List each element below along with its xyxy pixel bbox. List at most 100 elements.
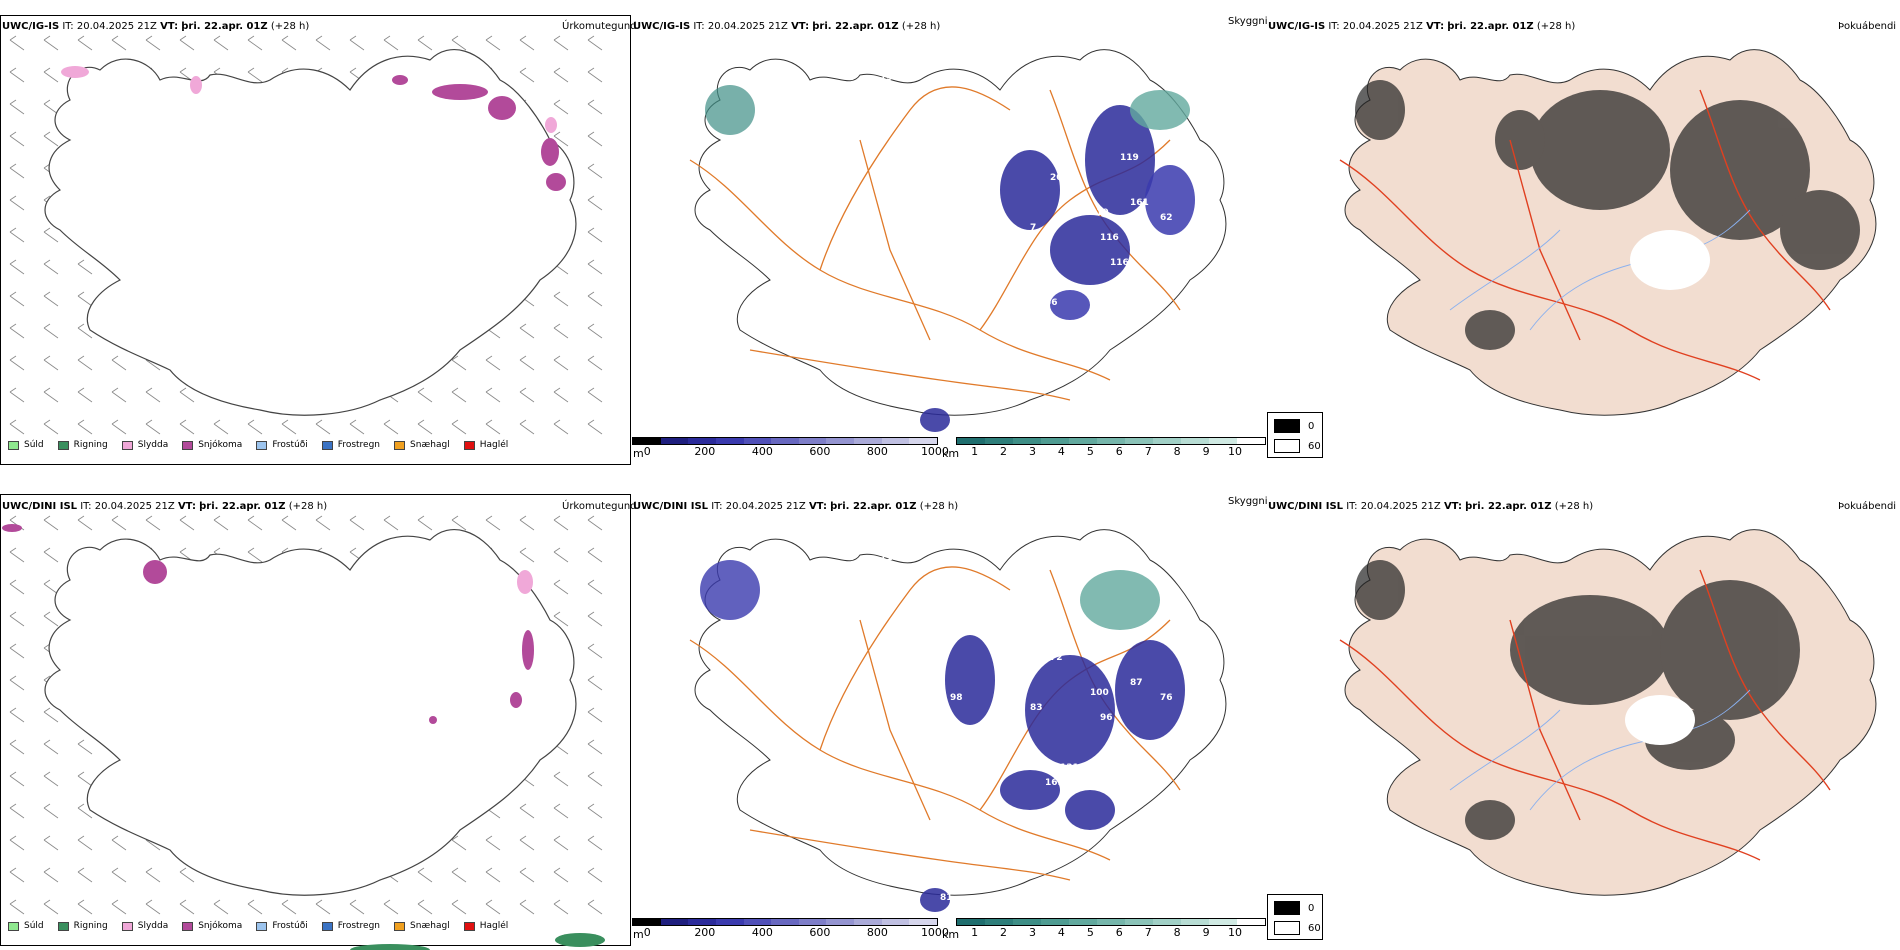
wind-barb [179, 515, 195, 531]
wind-barb [519, 867, 535, 883]
wind-barb [417, 387, 433, 403]
colorbar-tick-label: 1000 [920, 926, 949, 939]
colorbar-tick-label: 800 [866, 926, 888, 939]
wind-barb [587, 259, 603, 275]
fog-map [1339, 529, 1877, 896]
wind-barb [315, 515, 331, 531]
cloud-number-label: 98 [1120, 633, 1133, 643]
colorbar-bin [854, 919, 882, 925]
legend-swatch [321, 921, 333, 931]
legend-label: Slydda [137, 921, 169, 931]
cloud-number-label: 7 [1030, 223, 1036, 233]
wind-barb [519, 803, 535, 819]
precip-panel-frame [0, 15, 631, 465]
fog-legend-item-1: 60 [1274, 921, 1321, 935]
colorbar-tick-label: 2 [1000, 445, 1008, 458]
wind-barb [587, 131, 603, 147]
wind-barb [9, 643, 25, 659]
colorbar-bin [771, 919, 799, 925]
wind-barb [587, 195, 603, 211]
wind-barb [553, 835, 569, 851]
wind-barb [247, 67, 263, 83]
wind-barb [485, 419, 501, 435]
wind-barb [587, 675, 603, 691]
cloud-number-label: 87 [1130, 678, 1143, 688]
fog-map [1339, 49, 1877, 416]
wind-barb [111, 419, 127, 435]
colorbar-bin [1097, 919, 1125, 925]
cloud-number-label: 98 [1000, 633, 1013, 643]
wind-barb [383, 515, 399, 531]
wind-barb [77, 515, 93, 531]
wind-barb [519, 35, 535, 51]
wind-barb [111, 355, 127, 371]
precip-map [9, 35, 603, 435]
cloud-number-label: 56 [1045, 298, 1058, 308]
colorbar-bin [1181, 919, 1209, 925]
cloud-number-label: 116 [1110, 258, 1129, 268]
colorbar-bin [881, 919, 910, 925]
wind-barb [9, 867, 25, 883]
wind-barb [77, 835, 93, 851]
cloud-number-label: 96 [1100, 713, 1113, 723]
wind-barb [43, 707, 59, 723]
wind-barb [587, 643, 603, 659]
wind-barb [349, 515, 365, 531]
wind-barb [485, 867, 501, 883]
colorbar-bin [743, 438, 772, 444]
colorbar-bin [826, 919, 855, 925]
colorbar-bin [909, 919, 938, 925]
wind-barb [281, 515, 297, 531]
wind-barb [587, 803, 603, 819]
legend-swatch [57, 921, 69, 931]
colorbar-tick-label: 1 [971, 926, 979, 939]
wind-barb [587, 419, 603, 435]
cloud-title: Skyggni [1228, 16, 1268, 27]
wind-barb [9, 835, 25, 851]
wind-barb [77, 419, 93, 435]
wind-barb [43, 131, 59, 147]
wind-barb [553, 547, 569, 563]
wind-barb [349, 899, 365, 915]
colorbar-tick-label: 5 [1086, 926, 1094, 939]
legend-swatch [57, 440, 69, 450]
legend-swatch [321, 440, 333, 450]
legend-swatch [256, 440, 268, 450]
wind-barb [111, 867, 127, 883]
wind-barb [587, 99, 603, 115]
colorbar-bin [715, 919, 744, 925]
wind-barb [519, 547, 535, 563]
wind-barb [349, 35, 365, 51]
fog-legend-item-1: 60 [1274, 439, 1321, 453]
wind-barb [553, 323, 569, 339]
wind-barb [519, 323, 535, 339]
wind-barb [9, 291, 25, 307]
wind-barb [519, 67, 535, 83]
wind-barb [43, 291, 59, 307]
wind-barb [9, 771, 25, 787]
wind-barb [417, 35, 433, 51]
wind-barb [553, 515, 569, 531]
precip-map [2, 515, 605, 950]
cloud-number-label: 42 [1020, 583, 1033, 593]
wind-barb [77, 771, 93, 787]
precip-legend-item: Rigning [57, 921, 108, 931]
wind-barb [451, 835, 467, 851]
precip-legend-item: Snæhagl [394, 440, 450, 450]
wind-barb [9, 803, 25, 819]
colorbar-bin [633, 919, 661, 925]
wind-barb [77, 739, 93, 755]
wind-barb [179, 35, 195, 51]
visibility-colorbar: 1 2 3 4 5 6 7 8 9 10 [956, 918, 1266, 939]
wind-barb [451, 387, 467, 403]
legend-swatch [8, 921, 19, 931]
wind-barb [553, 611, 569, 627]
cloud-number-label: 131 [1060, 763, 1079, 773]
colorbar-bin [1153, 919, 1181, 925]
wind-barb [587, 67, 603, 83]
cloudbase-unit: m [633, 447, 644, 460]
colorbar-bin [1125, 438, 1153, 444]
cloud-number-label: 72 [1050, 653, 1063, 663]
colorbar-tick-label: 8 [1173, 445, 1181, 458]
cloudbase-unit: m [633, 928, 644, 941]
